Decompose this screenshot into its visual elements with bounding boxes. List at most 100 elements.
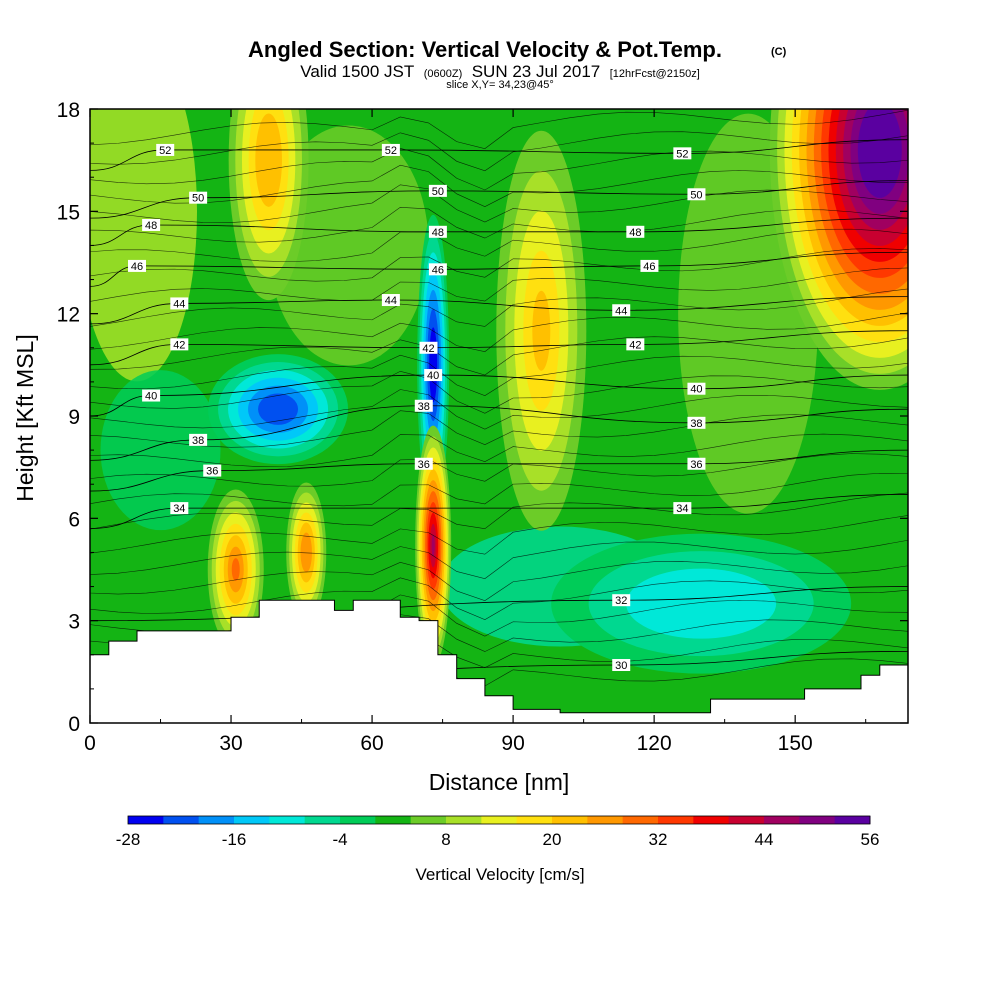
colorbar-tick-label: -16 xyxy=(222,830,247,849)
colorbar-swatch xyxy=(693,816,730,824)
isentrope-line xyxy=(90,131,908,172)
isentrope-line xyxy=(90,184,908,223)
x-tick-label: 60 xyxy=(360,732,383,755)
velocity-contour xyxy=(626,568,777,639)
isentrope-line xyxy=(90,472,908,507)
valid-time-line: Valid 1500 JST (0600Z) SUN 23 Jul 2017 [… xyxy=(300,62,700,81)
isentrope-label-text: 40 xyxy=(427,370,439,382)
isentrope-label: 52 xyxy=(381,143,400,157)
isentrope-label-text: 36 xyxy=(418,459,430,471)
chart-title: Angled Section: Vertical Velocity & Pot.… xyxy=(248,37,722,62)
isentrope-label-bg xyxy=(673,147,692,160)
isentrope-line xyxy=(90,539,908,579)
colorbar: -28 -16 -4 8 20 32 44 56 xyxy=(116,815,879,849)
colorbar-swatch xyxy=(163,816,200,824)
isentrope-label-bg xyxy=(128,259,147,272)
isentrope-line xyxy=(90,389,908,430)
isentrope-line xyxy=(90,453,908,487)
colorbar-frame xyxy=(127,815,871,825)
colorbar-tick-label: -4 xyxy=(332,830,347,849)
isentrope-label: 36 xyxy=(414,457,433,471)
x-tick-label: 150 xyxy=(778,732,813,755)
colorbar-swatch xyxy=(410,816,447,824)
isentrope-label: 46 xyxy=(428,263,447,276)
isentrope-label-bg xyxy=(142,218,161,231)
colorbar-label: Vertical Velocity [cm/s] xyxy=(415,865,584,884)
y-tick-label: 12 xyxy=(57,304,80,327)
colorbar-swatch xyxy=(481,816,518,824)
isentrope-label-text: 34 xyxy=(173,503,185,515)
isentrope-label-bg xyxy=(381,294,400,307)
isentrope-label-text: 52 xyxy=(159,145,171,157)
isentrope-label-text: 42 xyxy=(422,343,434,355)
isentrope-label-bg xyxy=(142,389,161,402)
isentrope-label-text: 46 xyxy=(643,261,655,273)
isentrope-label-bg xyxy=(687,457,706,470)
y-tick-label: 0 xyxy=(68,713,80,736)
isentrope-label-text: 36 xyxy=(206,466,218,478)
velocity-contour xyxy=(431,534,435,557)
isentrope-label: 48 xyxy=(626,225,645,239)
isentrope-label-bg xyxy=(414,457,433,470)
colorbar-tick-label: 44 xyxy=(755,830,774,849)
isentrope-label-text: 48 xyxy=(629,227,641,239)
isentrope-label-bg xyxy=(612,304,631,317)
isentrope-label-bg xyxy=(428,225,447,238)
colorbar-tick-label: 8 xyxy=(441,830,450,849)
isentrope-34 xyxy=(90,494,908,529)
isentrope-line xyxy=(90,577,908,620)
isentrope-label-text: 38 xyxy=(418,401,430,413)
isentrope-label: 38 xyxy=(687,416,706,430)
terrain-mask xyxy=(90,599,908,723)
isentrope-label-text: 36 xyxy=(690,459,702,471)
isentrope-label-text: 38 xyxy=(690,418,702,430)
isentrope-line xyxy=(90,370,908,414)
isentrope-label-text: 32 xyxy=(615,595,627,607)
slice-info: slice X,Y= 34,23@45° xyxy=(446,79,554,91)
isentrope-label: 48 xyxy=(142,218,161,232)
isentrope-label-text: 46 xyxy=(131,261,143,273)
isentrope-label-text: 52 xyxy=(676,148,688,160)
colorbar-swatch xyxy=(622,816,659,824)
isentrope-label: 44 xyxy=(170,297,189,310)
colorbar-swatch xyxy=(340,816,376,824)
velocity-contour xyxy=(300,532,312,573)
isentrope-line xyxy=(90,354,908,396)
x-axis: 0 30 60 90 120 150 xyxy=(84,109,867,755)
colorbar-swatch xyxy=(587,816,624,824)
isentrope-label: 52 xyxy=(673,147,692,160)
colorbar-swatch xyxy=(516,816,553,824)
valid-prefix: Valid 1500 JST xyxy=(300,62,414,81)
colorbar-swatch xyxy=(728,816,765,824)
isentrope-label-text: 50 xyxy=(192,193,204,205)
colorbar-swatch xyxy=(304,816,341,824)
y-tick-label: 18 xyxy=(57,99,80,122)
isentrope-line xyxy=(90,207,908,243)
isentrope-label-bg xyxy=(189,191,208,204)
isentrope-label-text: 40 xyxy=(690,384,702,396)
velocity-contour xyxy=(872,133,888,166)
isentrope-label-bg xyxy=(687,382,706,395)
x-tick-label: 0 xyxy=(84,732,96,755)
isentrope-label-text: 38 xyxy=(192,435,204,447)
isentrope-label: 38 xyxy=(414,399,433,413)
x-tick-label: 30 xyxy=(219,732,242,755)
isentrope-label-bg xyxy=(687,416,706,429)
isentrope-label-bg xyxy=(414,399,433,412)
isentrope-label-bg xyxy=(428,263,447,276)
isentrope-label-bg xyxy=(612,594,631,607)
isentrope-label: 38 xyxy=(189,433,208,447)
velocity-contour xyxy=(231,558,240,581)
isentrope-label-text: 44 xyxy=(385,295,397,307)
forecast-info: [12hrFcst@2150z] xyxy=(610,68,700,80)
isentrope-label: 50 xyxy=(428,184,447,198)
isentrope-label-bg xyxy=(170,502,189,515)
isentrope-label: 42 xyxy=(626,338,645,351)
y-tick-label: 15 xyxy=(57,201,80,224)
colorbar-tick-label: 32 xyxy=(649,830,668,849)
isentrope-50 xyxy=(90,180,908,219)
isentrope-line xyxy=(90,288,908,327)
isentrope-label-bg xyxy=(612,659,631,672)
isentrope-line xyxy=(90,312,908,352)
